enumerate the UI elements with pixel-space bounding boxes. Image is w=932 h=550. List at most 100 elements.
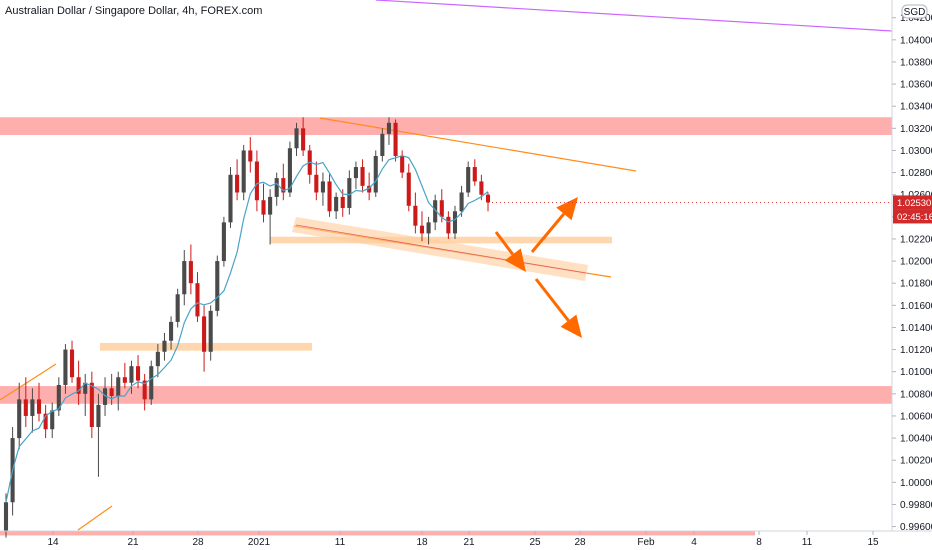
candle-body: [353, 167, 358, 179]
candle: [393, 119, 398, 162]
price-tick-label: 1.01800: [900, 279, 932, 290]
arrow-down-to-channel: [494, 231, 526, 272]
candle-body: [215, 261, 220, 311]
candle: [334, 192, 339, 220]
price-tick-label: 1.04200: [900, 13, 932, 24]
candle-body: [69, 349, 75, 378]
left-trendline: [0, 363, 57, 401]
time-tick-label: 14: [47, 537, 59, 548]
candle: [274, 172, 279, 206]
candle-body: [452, 211, 458, 234]
candle-body: [334, 196, 339, 212]
candle-body: [294, 128, 299, 149]
candle-body: [122, 377, 127, 383]
time-tick-label: 2021: [248, 537, 271, 548]
candle: [76, 360, 81, 405]
candle-body: [301, 128, 306, 151]
candle-body: [36, 399, 42, 414]
time-axis[interactable]: 14 21 28 2021 11 18 21 25 28 Feb 4 8 11 15: [0, 530, 932, 548]
candle: [96, 393, 101, 477]
candle-body: [63, 349, 68, 385]
candle-body: [17, 399, 22, 439]
moving-average-layer: [5, 154, 489, 503]
candle-body: [446, 216, 451, 234]
candle-body: [155, 351, 160, 367]
candle: [380, 128, 385, 162]
candle: [353, 161, 358, 190]
candle-body: [109, 388, 114, 397]
candle: [63, 344, 68, 394]
candle-body: [287, 148, 292, 193]
price-tick-label: 1.03600: [900, 80, 932, 91]
candle-body: [485, 194, 491, 203]
candle: [406, 163, 411, 212]
time-tick-label: 25: [529, 537, 541, 548]
candle-body: [182, 261, 187, 295]
candle: [23, 377, 28, 428]
candle: [89, 371, 94, 439]
price-tick-label: 1.03200: [900, 124, 932, 135]
candle-body: [479, 181, 484, 195]
candle: [373, 150, 378, 197]
time-tick-label: 21: [463, 537, 475, 548]
channel-midline: [295, 224, 587, 274]
currency-badge[interactable]: SGD: [901, 4, 928, 19]
candle: [248, 137, 253, 173]
candle: [102, 377, 108, 416]
upper-trendline: [319, 117, 637, 172]
price-tick-label: 1.01000: [900, 367, 932, 378]
candle: [182, 250, 187, 306]
candle-body: [459, 192, 464, 212]
candle-body: [102, 388, 108, 405]
candle-body: [195, 283, 200, 317]
candle-body: [367, 185, 372, 193]
candle-body: [50, 410, 55, 430]
candle: [17, 382, 22, 450]
candle: [426, 216, 431, 245]
candle-body: [162, 340, 167, 352]
candle: [169, 316, 174, 350]
neckline-zone: [270, 236, 612, 244]
candle: [320, 172, 325, 206]
candle-body: [149, 366, 154, 400]
candle: [208, 305, 213, 361]
candle-body: [228, 174, 233, 223]
candle-body: [116, 377, 121, 397]
price-tick-label: 1.03800: [900, 57, 932, 68]
candle: [221, 216, 226, 267]
candle: [459, 185, 464, 217]
price-tick-label: 1.00600: [900, 411, 932, 422]
candle: [413, 192, 418, 234]
price-tick-label: 1.01400: [900, 323, 932, 334]
candle-body: [188, 261, 193, 284]
candle-body: [56, 384, 61, 411]
candle-body: [254, 161, 259, 201]
price-tick-label: 1.03400: [900, 102, 932, 113]
arrow-down-target: [534, 278, 582, 338]
time-tick-label: 28: [192, 537, 204, 548]
time-tick-label: 15: [867, 537, 879, 548]
candle-body: [261, 200, 266, 215]
candle: [215, 255, 220, 317]
candle: [136, 355, 141, 389]
candle-body: [314, 174, 319, 193]
time-tick-label: 4: [691, 537, 697, 548]
candle-body: [393, 122, 398, 156]
candle: [254, 150, 259, 212]
candle-body: [406, 172, 411, 206]
candle: [360, 159, 365, 193]
price-tick-label: 1.02000: [900, 257, 932, 268]
candle-body: [426, 222, 431, 234]
candle-body: [175, 294, 180, 322]
candle: [188, 244, 193, 295]
currency-badge-label: SGD: [904, 7, 926, 18]
candle-body: [202, 316, 207, 352]
price-tick-label: 1.03000: [900, 146, 932, 157]
time-tick-label: Feb: [637, 537, 655, 548]
candle: [175, 288, 180, 328]
candle-body: [439, 200, 444, 217]
candle-body: [413, 205, 418, 226]
candle: [235, 159, 240, 201]
